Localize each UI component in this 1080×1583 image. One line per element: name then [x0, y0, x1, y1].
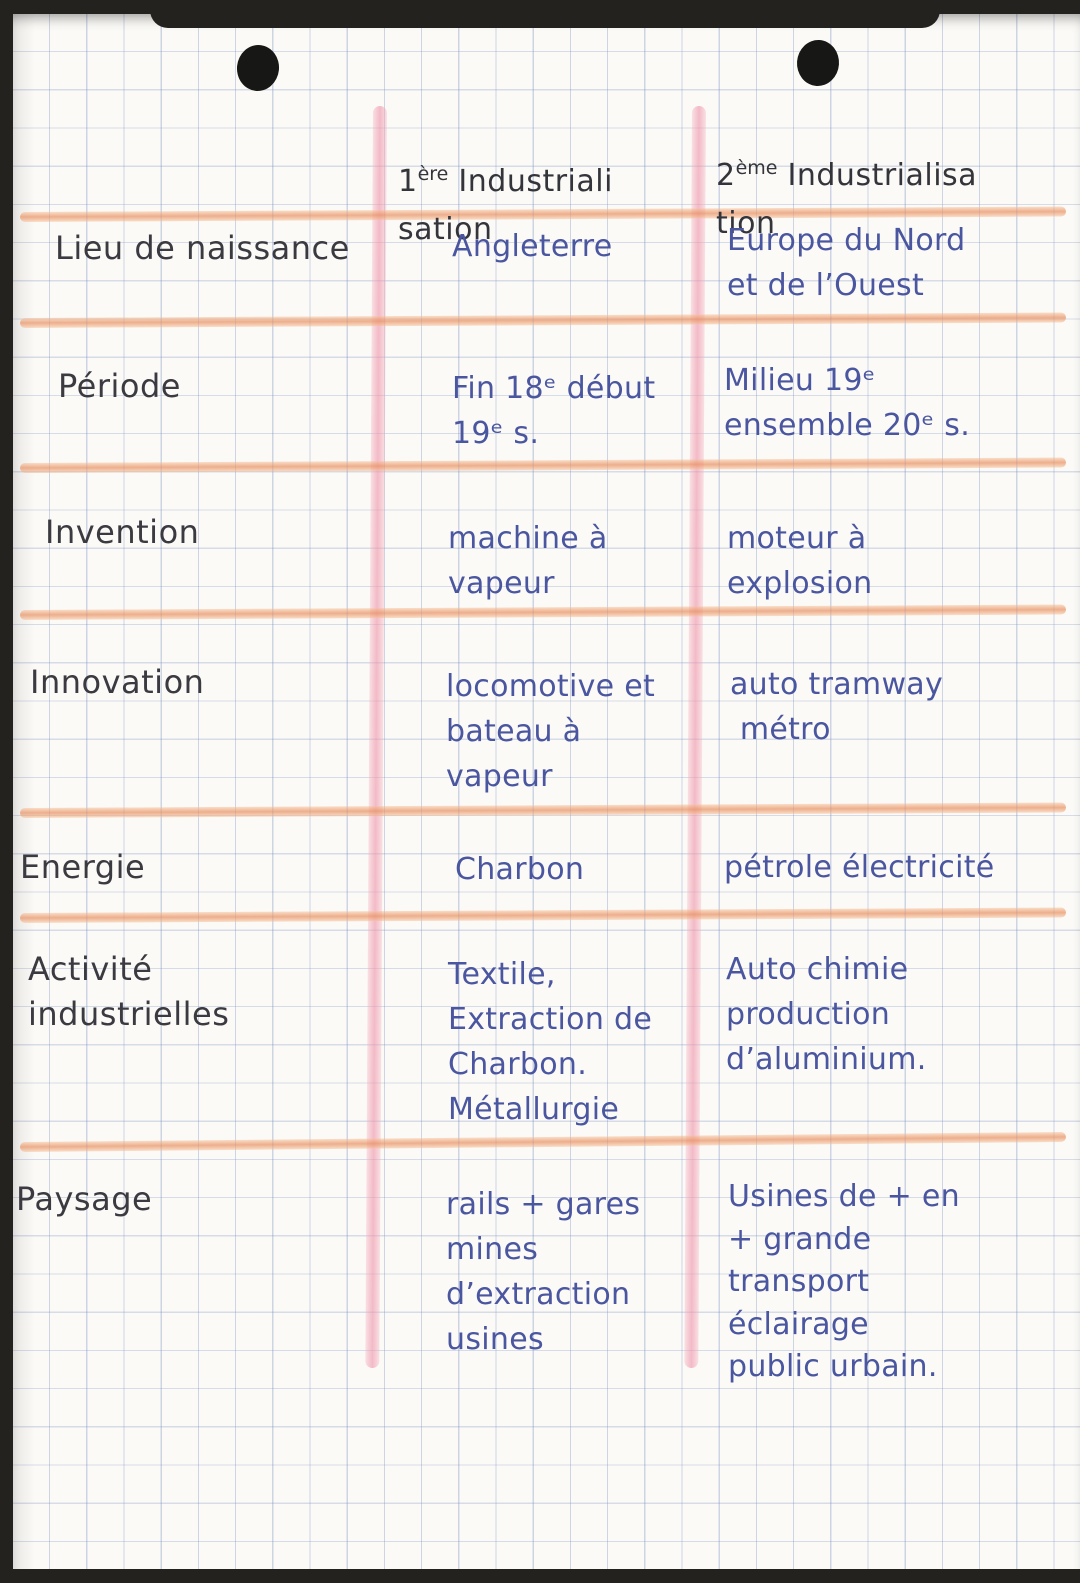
header-ordinal-suffix: ème [735, 157, 778, 179]
cell-lieu-2eme: Europe du Nord et de l’Ouest [727, 223, 966, 303]
header-ordinal-number: 1 [398, 164, 418, 199]
cell-energie-1ere: Charbon [455, 852, 585, 887]
cell-innovation-2eme: auto tramway métro [730, 667, 944, 747]
cell-activite-2eme: Auto chimie production d’aluminium. [726, 952, 927, 1077]
label-energie: Energie [20, 848, 146, 886]
cell-paysage-1ere: rails + gares mines d’extraction usines [446, 1187, 641, 1357]
label-lieu-de-naissance: Lieu de naissance [55, 229, 350, 267]
desk-shadow-bottom [0, 1569, 1080, 1583]
notebook-paper [13, 14, 1080, 1570]
header-2eme-industrialisation: 2ème Industrialisa tion [716, 104, 977, 248]
header-1ere-industrialisation: 1ère Industriali sation [398, 110, 613, 254]
cell-periode-1ere: Fin 18ᵉ début 19ᵉ s. [452, 371, 656, 451]
header-title-text: Industrialisa tion [716, 158, 978, 241]
cell-invention-2eme: moteur à explosion [727, 521, 873, 601]
cell-innovation-1ere: locomotive et bateau à vapeur [446, 669, 656, 794]
label-activite-industrielles: Activité industrielles [28, 950, 230, 1033]
cell-activite-1ere: Textile, Extraction de Charbon. Métallur… [448, 957, 653, 1127]
cell-lieu-1ere: Angleterre [452, 229, 613, 264]
label-periode: Période [58, 367, 181, 405]
cell-periode-2eme: Milieu 19ᵉ ensemble 20ᵉ s. [724, 363, 971, 443]
label-innovation: Innovation [30, 663, 205, 701]
label-paysage: Paysage [16, 1180, 153, 1218]
cell-paysage-2eme: Usines de + en + grande transport éclair… [728, 1179, 960, 1385]
header-title-text: Industriali sation [398, 164, 613, 247]
desk-shadow-top [150, 0, 940, 28]
header-ordinal-suffix: ère [417, 163, 449, 185]
label-invention: Invention [45, 513, 200, 551]
cell-invention-1ere: machine à vapeur [448, 521, 608, 601]
cell-energie-2eme: pétrole électricité [724, 850, 995, 885]
header-ordinal-number: 2 [716, 158, 736, 193]
